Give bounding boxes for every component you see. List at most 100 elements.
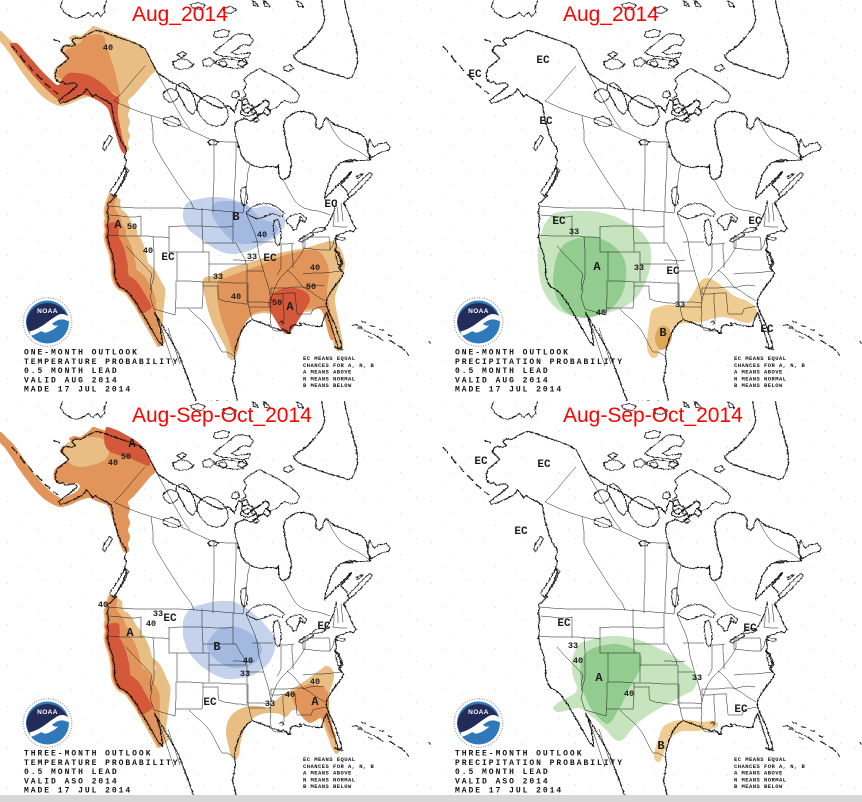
svg-text:0.5 MONTH LEAD: 0.5 MONTH LEAD bbox=[24, 768, 119, 777]
svg-text:B MEANS BELOW: B MEANS BELOW bbox=[734, 783, 783, 790]
svg-text:33: 33 bbox=[153, 609, 163, 619]
svg-text:33: 33 bbox=[692, 673, 702, 683]
svg-text:N MEANS NORMAL: N MEANS NORMAL bbox=[734, 375, 787, 382]
svg-text:CHANCES FOR A, N, B: CHANCES FOR A, N, B bbox=[303, 763, 375, 770]
svg-text:50: 50 bbox=[306, 282, 316, 292]
svg-text:EC: EC bbox=[748, 216, 762, 228]
svg-text:A MEANS ABOVE: A MEANS ABOVE bbox=[734, 369, 783, 376]
svg-text:A MEANS ABOVE: A MEANS ABOVE bbox=[303, 770, 352, 777]
svg-text:EC: EC bbox=[514, 526, 528, 538]
svg-text:PRECIPITATION PROBABILITY: PRECIPITATION PROBABILITY bbox=[455, 759, 624, 768]
svg-text:33: 33 bbox=[240, 669, 250, 679]
svg-text:EC: EC bbox=[539, 116, 553, 128]
svg-text:A: A bbox=[286, 300, 294, 314]
svg-text:EC: EC bbox=[557, 618, 571, 630]
svg-text:33: 33 bbox=[213, 272, 223, 282]
svg-text:EC: EC bbox=[537, 459, 551, 471]
svg-text:MADE 17 JUL 2014: MADE 17 JUL 2014 bbox=[455, 787, 563, 796]
svg-text:B MEANS BELOW: B MEANS BELOW bbox=[303, 783, 352, 790]
svg-text:A: A bbox=[126, 626, 134, 640]
svg-text:40: 40 bbox=[310, 677, 320, 687]
svg-text:NOAA: NOAA bbox=[468, 709, 489, 716]
svg-text:EC: EC bbox=[536, 55, 550, 67]
svg-text:50: 50 bbox=[121, 452, 131, 462]
svg-text:EC: EC bbox=[474, 456, 488, 468]
svg-text:NOAA: NOAA bbox=[37, 709, 58, 716]
svg-text:CHANCES FOR A, N, B: CHANCES FOR A, N, B bbox=[303, 362, 375, 369]
svg-text:33: 33 bbox=[265, 699, 275, 709]
svg-text:33: 33 bbox=[568, 641, 578, 651]
svg-text:40: 40 bbox=[596, 308, 606, 318]
svg-text:THREE-MONTH OUTLOOK: THREE-MONTH OUTLOOK bbox=[455, 750, 583, 759]
svg-text:CHANCES FOR A, N, B: CHANCES FOR A, N, B bbox=[734, 763, 806, 770]
svg-text:EC: EC bbox=[468, 69, 482, 81]
svg-text:N MEANS NORMAL: N MEANS NORMAL bbox=[303, 375, 356, 382]
svg-text:CHANCES FOR A, N, B: CHANCES FOR A, N, B bbox=[734, 362, 806, 369]
svg-text:B: B bbox=[232, 210, 239, 224]
svg-text:0.5 MONTH LEAD: 0.5 MONTH LEAD bbox=[455, 768, 550, 777]
svg-text:B: B bbox=[659, 326, 666, 340]
svg-text:PRECIPITATION PROBABILITY: PRECIPITATION PROBABILITY bbox=[455, 358, 624, 367]
svg-text:40: 40 bbox=[103, 43, 113, 53]
svg-text:MADE 17 JUL 2014: MADE 17 JUL 2014 bbox=[24, 787, 132, 796]
svg-text:50: 50 bbox=[272, 298, 282, 308]
svg-text:A MEANS ABOVE: A MEANS ABOVE bbox=[303, 369, 352, 376]
svg-text:40: 40 bbox=[143, 246, 153, 256]
svg-text:EC: EC bbox=[734, 704, 748, 716]
svg-text:EC: EC bbox=[263, 253, 277, 265]
svg-text:40: 40 bbox=[98, 600, 108, 610]
svg-text:40: 40 bbox=[285, 690, 295, 700]
svg-text:TEMPERATURE PROBABILITY: TEMPERATURE PROBABILITY bbox=[24, 759, 180, 768]
svg-text:NOAA: NOAA bbox=[37, 308, 58, 315]
svg-text:0.5 MONTH LEAD: 0.5 MONTH LEAD bbox=[455, 367, 550, 376]
svg-text:EC: EC bbox=[161, 252, 175, 264]
svg-text:VALID AUG 2014: VALID AUG 2014 bbox=[455, 376, 550, 385]
svg-text:N MEANS NORMAL: N MEANS NORMAL bbox=[303, 776, 356, 783]
svg-text:A: A bbox=[114, 218, 122, 232]
svg-text:40: 40 bbox=[257, 230, 267, 240]
svg-text:EC MEANS EQUAL: EC MEANS EQUAL bbox=[303, 756, 356, 763]
svg-text:EC: EC bbox=[203, 697, 217, 709]
svg-text:A: A bbox=[593, 260, 601, 274]
svg-text:0.5 MONTH LEAD: 0.5 MONTH LEAD bbox=[24, 367, 119, 376]
svg-text:33: 33 bbox=[569, 227, 579, 237]
svg-text:VALID AUG 2014: VALID AUG 2014 bbox=[24, 376, 119, 385]
svg-text:ONE-MONTH OUTLOOK: ONE-MONTH OUTLOOK bbox=[24, 349, 139, 358]
svg-text:B MEANS BELOW: B MEANS BELOW bbox=[303, 382, 352, 389]
svg-text:50: 50 bbox=[127, 222, 137, 232]
svg-text:EC: EC bbox=[317, 621, 331, 633]
svg-text:40: 40 bbox=[243, 656, 253, 666]
svg-text:33: 33 bbox=[247, 252, 257, 262]
svg-text:40: 40 bbox=[310, 263, 320, 273]
svg-text:EC: EC bbox=[666, 266, 680, 278]
svg-text:B MEANS BELOW: B MEANS BELOW bbox=[734, 382, 783, 389]
svg-text:MADE 17 JUL 2014: MADE 17 JUL 2014 bbox=[455, 386, 563, 395]
svg-text:33: 33 bbox=[675, 300, 685, 310]
svg-text:EC: EC bbox=[743, 623, 757, 635]
svg-text:A MEANS ABOVE: A MEANS ABOVE bbox=[734, 770, 783, 777]
svg-text:40: 40 bbox=[231, 292, 241, 302]
svg-text:VALID ASO 2014: VALID ASO 2014 bbox=[455, 777, 550, 786]
svg-text:B: B bbox=[657, 739, 664, 753]
svg-text:33: 33 bbox=[634, 263, 644, 273]
svg-text:40: 40 bbox=[108, 458, 118, 468]
svg-text:40: 40 bbox=[146, 619, 156, 629]
svg-text:A: A bbox=[128, 437, 136, 451]
svg-text:B: B bbox=[213, 640, 220, 654]
svg-text:EC: EC bbox=[163, 613, 177, 625]
svg-text:VALID ASO 2014: VALID ASO 2014 bbox=[24, 777, 119, 786]
svg-text:N MEANS NORMAL: N MEANS NORMAL bbox=[734, 776, 787, 783]
svg-text:EC MEANS EQUAL: EC MEANS EQUAL bbox=[734, 355, 787, 362]
svg-text:EC: EC bbox=[324, 199, 338, 211]
svg-text:MADE 17 JUL 2014: MADE 17 JUL 2014 bbox=[24, 386, 132, 395]
svg-text:40: 40 bbox=[573, 656, 583, 666]
svg-text:40: 40 bbox=[624, 689, 634, 699]
svg-text:EC: EC bbox=[552, 216, 566, 228]
svg-text:ONE-MONTH OUTLOOK: ONE-MONTH OUTLOOK bbox=[455, 349, 570, 358]
svg-text:THREE-MONTH OUTLOOK: THREE-MONTH OUTLOOK bbox=[24, 750, 152, 759]
svg-text:EC MEANS EQUAL: EC MEANS EQUAL bbox=[734, 756, 787, 763]
svg-text:EC: EC bbox=[760, 324, 774, 336]
svg-text:EC MEANS EQUAL: EC MEANS EQUAL bbox=[303, 355, 356, 362]
svg-text:TEMPERATURE PROBABILITY: TEMPERATURE PROBABILITY bbox=[24, 358, 180, 367]
svg-text:NOAA: NOAA bbox=[468, 308, 489, 315]
